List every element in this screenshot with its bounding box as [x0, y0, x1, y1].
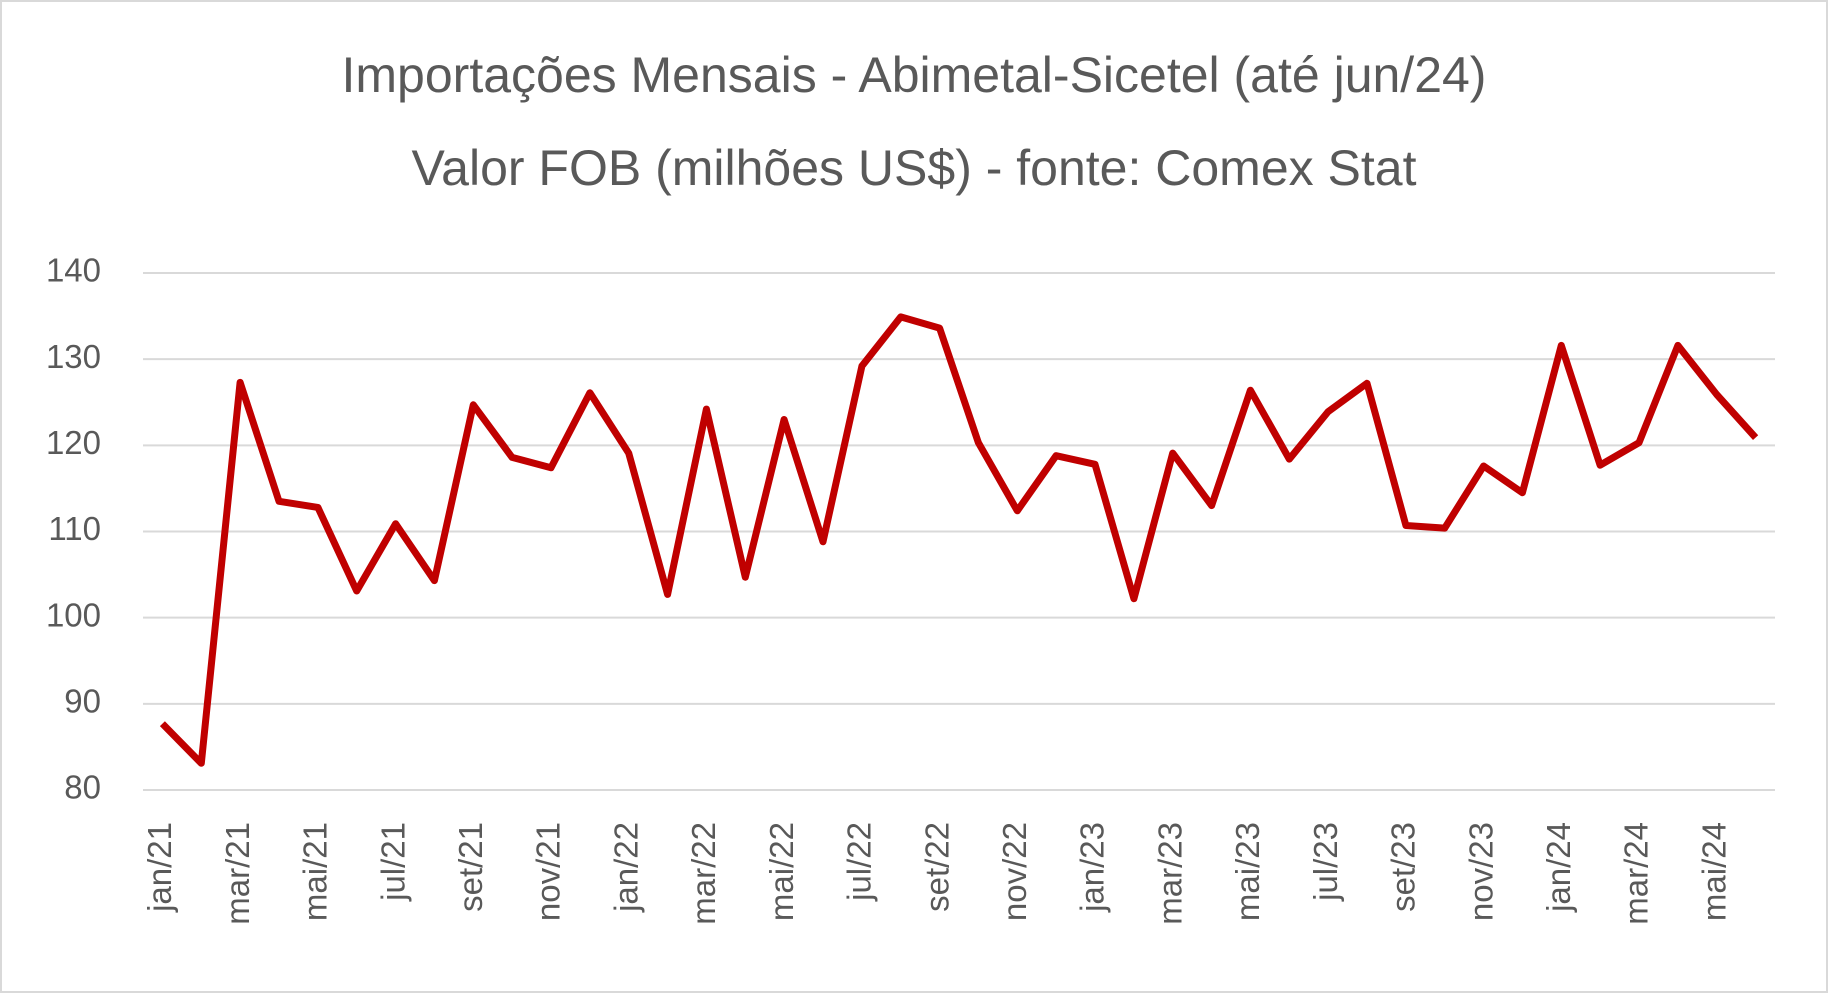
x-tick-label: mar/24 — [1618, 822, 1655, 925]
x-tick-label: mar/22 — [685, 822, 722, 925]
data-line — [159, 313, 1759, 767]
x-tick-label: mai/22 — [763, 822, 800, 921]
y-tick-label: 120 — [46, 424, 101, 461]
chart-title: Importações Mensais - Abimetal-Sicetel (… — [342, 47, 1487, 103]
y-tick-label: 90 — [64, 683, 101, 720]
chart-subtitle: Valor FOB (milhões US$) - fonte: Comex S… — [412, 140, 1417, 196]
y-tick-label: 110 — [48, 510, 101, 547]
x-tick-label: jan/22 — [607, 822, 644, 913]
x-tick-label: mar/23 — [1151, 822, 1188, 925]
y-tick-label: 130 — [46, 338, 101, 375]
x-tick-label: nov/23 — [1462, 822, 1499, 921]
x-tick-label: set/21 — [452, 822, 489, 912]
x-tick-label: set/22 — [918, 822, 955, 912]
x-tick-label: jan/24 — [1540, 822, 1577, 913]
x-tick-label: jul/21 — [374, 822, 411, 902]
x-tick-label: mai/24 — [1695, 822, 1732, 921]
x-tick-label: jan/23 — [1074, 822, 1111, 913]
x-tick-label: nov/21 — [530, 822, 567, 921]
x-tick-label: set/23 — [1385, 822, 1422, 912]
x-tick-label: jul/23 — [1307, 822, 1344, 902]
x-tick-label: mai/21 — [297, 822, 334, 921]
x-tick-label: jan/21 — [141, 822, 178, 913]
y-tick-label: 100 — [46, 596, 101, 633]
x-tick-label: mar/21 — [219, 822, 256, 925]
x-tick-label: nov/22 — [996, 822, 1033, 921]
y-tick-label: 80 — [64, 769, 101, 806]
x-tick-label: mai/23 — [1229, 822, 1266, 921]
y-tick-label: 140 — [46, 252, 101, 289]
x-tick-label: jul/22 — [841, 822, 878, 902]
